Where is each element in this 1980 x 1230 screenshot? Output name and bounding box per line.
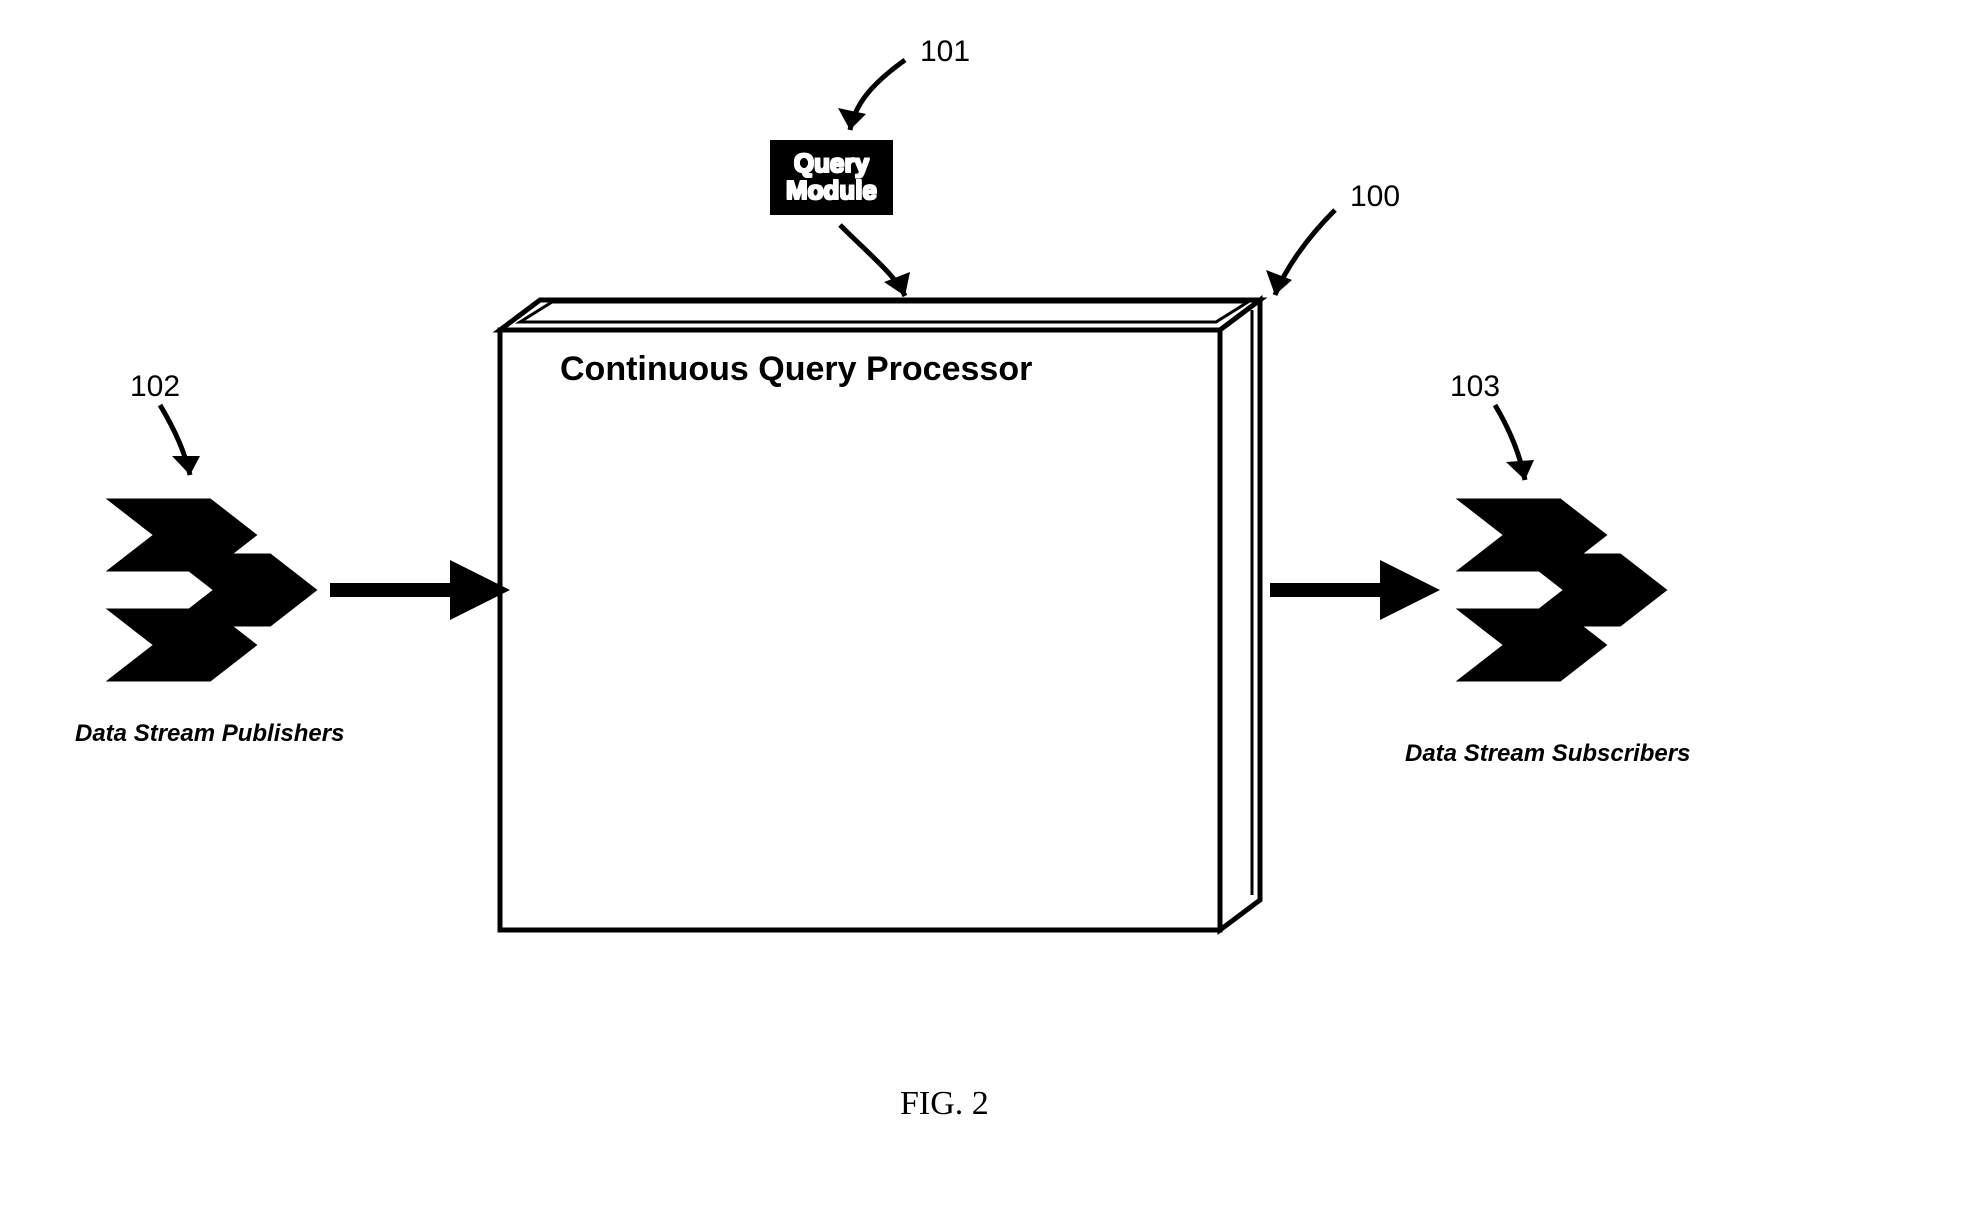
figure-caption: FIG. 2 (900, 1085, 989, 1123)
ref-101: 101 (920, 35, 970, 69)
subscribers-cluster (1460, 500, 1665, 680)
ref-100: 100 (1350, 180, 1400, 214)
leader-103-head (1506, 460, 1534, 480)
publishers-cluster (110, 500, 315, 680)
query-module-box: Query Module (770, 140, 893, 215)
subscribers-caption: Data Stream Subscribers (1405, 740, 1690, 768)
leader-100-head (1266, 270, 1292, 295)
query-module-label-2: Module (786, 177, 877, 204)
leader-102-head (172, 456, 200, 475)
processor-top-inner (520, 302, 1248, 322)
arrow-out (1270, 560, 1440, 620)
leader-101-head (838, 108, 866, 130)
arrow-in (330, 560, 510, 620)
ref-102: 102 (130, 370, 180, 404)
processor-front-face (500, 330, 1220, 930)
processor-right-face (1220, 300, 1260, 930)
ref-103: 103 (1450, 370, 1500, 404)
diagram-svg (0, 0, 1980, 1230)
diagram-canvas: 101 100 102 103 Query Module Continuous … (0, 0, 1980, 1230)
processor-title: Continuous Query Processor (560, 350, 1032, 389)
publishers-caption: Data Stream Publishers (75, 720, 344, 748)
query-module-label-1: Query (786, 150, 877, 177)
